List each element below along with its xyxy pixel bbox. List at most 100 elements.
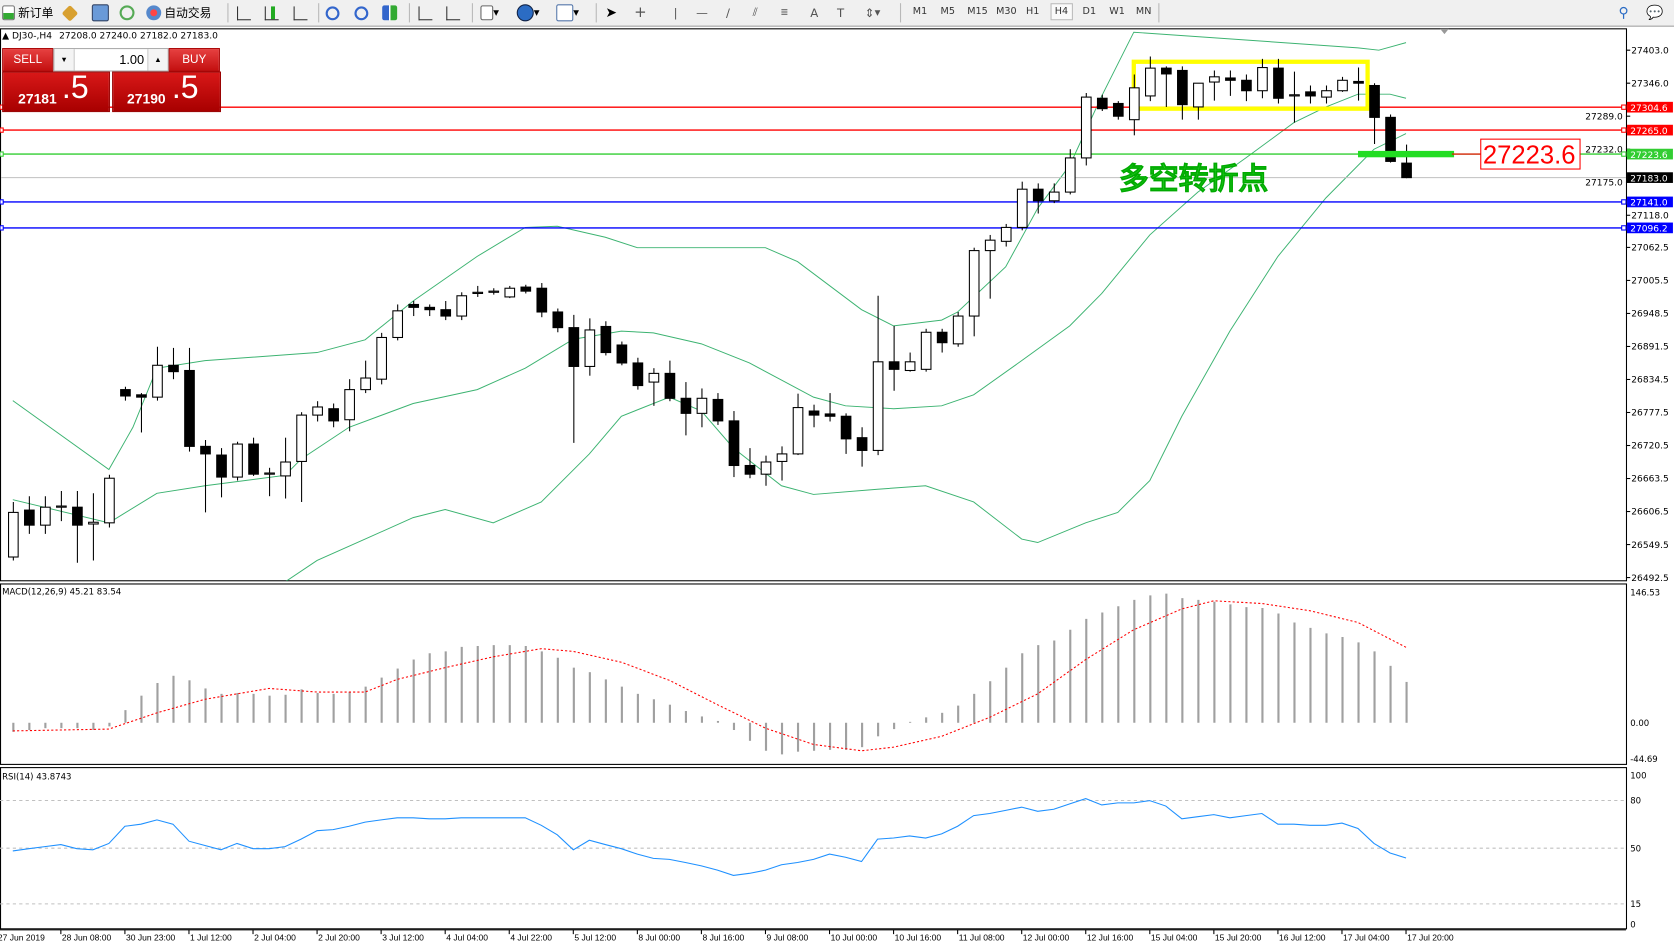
horizontal-line-icon[interactable]: — xyxy=(696,5,708,20)
candle xyxy=(728,411,740,478)
candle-body xyxy=(664,372,676,399)
auto-scroll-icon[interactable] xyxy=(418,3,433,22)
candle xyxy=(520,284,532,294)
candle-body xyxy=(280,461,291,477)
rsi-tick-label: 50 xyxy=(1630,844,1641,854)
terminal-icon[interactable] xyxy=(91,3,109,22)
candle-body xyxy=(1209,76,1220,83)
timeframe-w1[interactable]: W1 xyxy=(1109,6,1125,18)
trendline-icon[interactable]: / xyxy=(725,5,730,20)
lot-decrease-button[interactable]: ▼ xyxy=(54,49,75,71)
buy-button[interactable]: BUY xyxy=(168,48,220,72)
indicators-icon[interactable]: ▼ xyxy=(480,3,499,22)
collapse-icon[interactable]: ▲ xyxy=(2,30,10,42)
templates-icon[interactable]: ▼ xyxy=(556,3,579,22)
candle xyxy=(440,300,452,321)
bar-chart-icon[interactable] xyxy=(237,3,251,22)
level-left-anchor[interactable] xyxy=(0,225,4,231)
candle xyxy=(328,403,339,428)
metaeditor-icon[interactable] xyxy=(61,3,79,22)
candle xyxy=(488,288,500,295)
candle-body xyxy=(952,315,964,345)
macd-tick-label: 0.00 xyxy=(1630,719,1649,729)
arrows-icon[interactable]: ⇕ ▼ xyxy=(864,5,881,20)
price-tick-label: 27232.0 xyxy=(1585,145,1623,155)
text-icon[interactable]: A xyxy=(810,5,819,20)
timeframe-m30[interactable]: M30 xyxy=(996,6,1017,18)
timeframe-mn[interactable]: MN xyxy=(1135,6,1152,18)
candle-body xyxy=(1016,188,1028,228)
lot-size-stepper[interactable]: ▼ 1.00 ▲ xyxy=(53,48,169,72)
level-right-anchor[interactable] xyxy=(1621,151,1627,157)
sell-price-button[interactable]: 27181 .5 xyxy=(2,70,110,113)
text-label-icon[interactable]: T xyxy=(836,5,845,20)
candle xyxy=(936,328,948,353)
tile-windows-icon[interactable] xyxy=(382,3,398,22)
time-tick-label: 16 Jul 12:00 xyxy=(1279,933,1326,943)
candle xyxy=(456,292,468,321)
new-order-button[interactable]: 新订单 xyxy=(2,3,53,22)
price-tick-label: 26720.5 xyxy=(1631,442,1668,452)
time-tick-label: 12 Jul 00:00 xyxy=(1023,933,1070,943)
candle xyxy=(1064,149,1076,195)
candle-body xyxy=(392,310,404,339)
chat-icon[interactable]: 💬 xyxy=(1646,4,1664,21)
cursor-icon[interactable]: ➤ xyxy=(605,4,617,21)
price-tick-label: 26492.5 xyxy=(1631,574,1668,584)
level-right-anchor[interactable] xyxy=(1621,199,1627,205)
signals-icon[interactable] xyxy=(119,3,135,22)
price-tick-label: 26549.5 xyxy=(1631,541,1668,551)
line-chart-icon[interactable] xyxy=(293,3,308,22)
timeframe-m15[interactable]: M15 xyxy=(967,6,988,18)
lot-increase-button[interactable]: ▲ xyxy=(147,49,168,71)
candle xyxy=(696,388,708,428)
time-tick-label: 3 Jul 12:00 xyxy=(382,933,424,943)
candle xyxy=(648,368,660,406)
level-right-anchor[interactable] xyxy=(1621,127,1627,133)
time-tick-label: 27 Jun 2019 xyxy=(0,933,45,943)
timeframe-h1[interactable]: H1 xyxy=(1025,6,1040,18)
time-tick-label: 4 Jul 22:00 xyxy=(510,933,552,943)
fibonacci-icon[interactable]: ≣ xyxy=(780,7,789,19)
candle xyxy=(472,285,484,297)
candle-body xyxy=(1257,67,1268,92)
zoom-out-icon[interactable] xyxy=(354,3,369,22)
chart-area[interactable]: 27223.6 多空转折点 27403.0 27346.0 27289.0 27232.0… xyxy=(0,28,1674,944)
zoom-in-icon[interactable] xyxy=(325,3,340,22)
candle-body xyxy=(1193,82,1204,108)
candle-body xyxy=(200,445,211,455)
timeframe-d1[interactable]: D1 xyxy=(1082,6,1097,18)
candle xyxy=(1369,83,1380,145)
level-left-anchor[interactable] xyxy=(0,151,4,157)
candle xyxy=(632,357,644,390)
search-icon[interactable]: ⚲ xyxy=(1618,4,1629,21)
candle xyxy=(200,440,211,513)
sell-button[interactable]: SELL xyxy=(2,48,54,72)
candle-body xyxy=(968,250,980,317)
level-right-anchor[interactable] xyxy=(1621,225,1627,231)
auto-trading-button[interactable]: 自动交易 xyxy=(146,3,211,22)
equidistant-channel-icon[interactable]: ⫽ xyxy=(752,5,758,20)
timeframe-m1[interactable]: M1 xyxy=(912,6,928,18)
candle-body xyxy=(56,505,67,508)
level-left-anchor[interactable] xyxy=(0,127,4,133)
timeframe-h4[interactable]: H4 xyxy=(1050,3,1073,21)
lot-size-input[interactable]: 1.00 xyxy=(119,52,145,68)
buy-price-frac: .5 xyxy=(171,70,199,106)
price-tick-label: 27289.0 xyxy=(1585,112,1623,122)
candle xyxy=(8,501,19,561)
timeframe-m5[interactable]: M5 xyxy=(940,6,955,18)
level-left-anchor[interactable] xyxy=(0,199,4,205)
chart-shift-marker[interactable] xyxy=(1440,28,1449,35)
buy-price-button[interactable]: 27190 .5 xyxy=(112,70,221,113)
time-tick-label: 12 Jul 16:00 xyxy=(1087,933,1134,943)
level-right-anchor[interactable] xyxy=(1621,104,1627,110)
chart-ohlc: 27208.0 27240.0 27182.0 27183.0 xyxy=(59,30,218,42)
vertical-line-icon[interactable]: | xyxy=(673,5,678,20)
candlestick-chart-icon[interactable] xyxy=(264,3,279,22)
main-panel-frame xyxy=(0,28,1628,582)
crosshair-icon[interactable]: + xyxy=(634,4,647,22)
candle-body xyxy=(712,398,724,422)
chart-shift-icon[interactable] xyxy=(446,3,461,22)
periods-icon[interactable]: ▼ xyxy=(516,3,540,22)
